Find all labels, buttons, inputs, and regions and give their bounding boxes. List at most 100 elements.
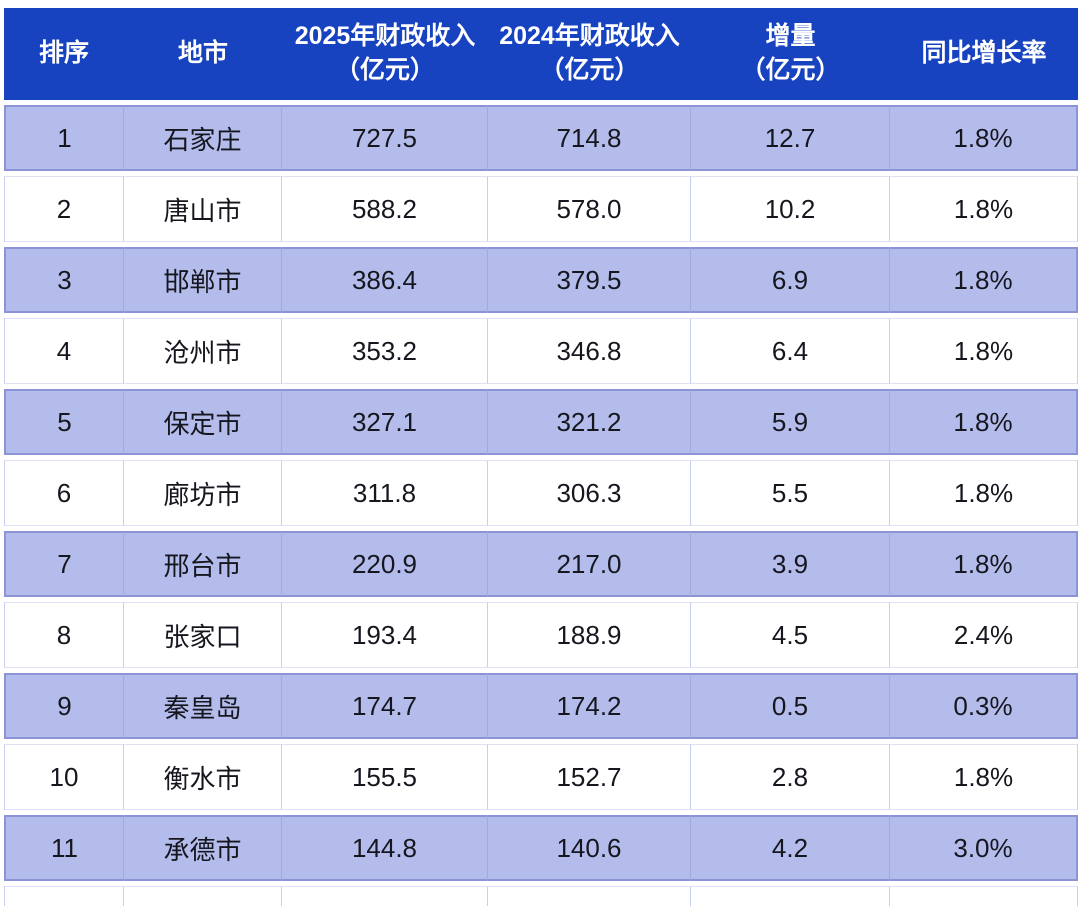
- table-cell: 321.2: [488, 389, 691, 455]
- table-cell: 9: [4, 673, 124, 739]
- table-cell: 沧州市: [124, 318, 282, 384]
- table-cell: [890, 886, 1078, 906]
- col-header-revenue-2024: 2024年财政收入 （亿元）: [488, 8, 691, 100]
- table-cell: 10: [4, 744, 124, 810]
- table-row: 3 邯郸市 386.4 379.5 6.9 1.8%: [4, 247, 1078, 313]
- table-cell: 578.0: [488, 176, 691, 242]
- col-header-yoy-growth: 同比增长率: [890, 8, 1078, 100]
- table-cell: 廊坊市: [124, 460, 282, 526]
- col-header-label: 地市: [177, 39, 228, 68]
- table-cell: 衡水市: [124, 744, 282, 810]
- table-cell: 唐山市: [124, 176, 282, 242]
- table-cell: [691, 886, 890, 906]
- table-cell: 5.9: [691, 389, 890, 455]
- table-row: 1 石家庄 727.5 714.8 12.7 1.8%: [4, 105, 1078, 171]
- table-cell: 1.8%: [890, 460, 1078, 526]
- table-cell: 承德市: [124, 815, 282, 881]
- table-cell: 174.7: [282, 673, 488, 739]
- table-cell: 353.2: [282, 318, 488, 384]
- col-header-sublabel: （亿元）: [740, 56, 841, 84]
- table-cell: 327.1: [282, 389, 488, 455]
- table-cell: 311.8: [282, 460, 488, 526]
- table-row: 9 秦皇岛 174.7 174.2 0.5 0.3%: [4, 673, 1078, 739]
- table-row: 10 衡水市 155.5 152.7 2.8 1.8%: [4, 744, 1078, 810]
- table-cell: 0.3%: [890, 673, 1078, 739]
- table-row: 11 承德市 144.8 140.6 4.2 3.0%: [4, 815, 1078, 881]
- table-cell: 727.5: [282, 105, 488, 171]
- table-cell: 1.8%: [890, 318, 1078, 384]
- table-cell: 140.6: [488, 815, 691, 881]
- table-row: 5 保定市 327.1 321.2 5.9 1.8%: [4, 389, 1078, 455]
- table-cell: 346.8: [488, 318, 691, 384]
- table-cell: 3.0%: [890, 815, 1078, 881]
- table-cell: 2.4%: [890, 602, 1078, 668]
- table-cell: 220.9: [282, 531, 488, 597]
- table-cell: 12.7: [691, 105, 890, 171]
- table-cell: 2: [4, 176, 124, 242]
- col-header-sublabel: （亿元）: [539, 56, 640, 84]
- table-cell: 155.5: [282, 744, 488, 810]
- col-header-label: 2025年财政收入: [294, 22, 476, 51]
- table-cell: 4.2: [691, 815, 890, 881]
- col-header-increment: 增量 （亿元）: [691, 8, 890, 100]
- table-cell: 张家口: [124, 602, 282, 668]
- table-cell: 8: [4, 602, 124, 668]
- table-cell: 144.8: [282, 815, 488, 881]
- table-cell: 邯郸市: [124, 247, 282, 313]
- table-cell: 邢台市: [124, 531, 282, 597]
- table-cell: 6.4: [691, 318, 890, 384]
- table-cell: 6.9: [691, 247, 890, 313]
- table-cell: 306.3: [488, 460, 691, 526]
- table-row: 6 廊坊市 311.8 306.3 5.5 1.8%: [4, 460, 1078, 526]
- table-cell: 588.2: [282, 176, 488, 242]
- table-cell: 保定市: [124, 389, 282, 455]
- col-header-label: 2024年财政收入: [499, 22, 680, 51]
- table-cell: [282, 886, 488, 906]
- table-cell: 1.8%: [890, 531, 1078, 597]
- table-cell: 石家庄: [124, 105, 282, 171]
- table-cell: 152.7: [488, 744, 691, 810]
- table-cell: 193.4: [282, 602, 488, 668]
- table-cell: [4, 886, 124, 906]
- table-header-row: 排序 地市 2025年财政收入 （亿元） 2024年财政收入 （亿元） 增量: [4, 8, 1078, 100]
- table-cell: 714.8: [488, 105, 691, 171]
- table-cell: 3: [4, 247, 124, 313]
- table-cell: 2.8: [691, 744, 890, 810]
- col-header-city: 地市: [124, 8, 282, 100]
- table-cell: 4: [4, 318, 124, 384]
- table-cell: 4.5: [691, 602, 890, 668]
- table-cell: 5.5: [691, 460, 890, 526]
- col-header-label: 增量: [765, 22, 816, 51]
- table-cell: 3.9: [691, 531, 890, 597]
- table-row: 2 唐山市 588.2 578.0 10.2 1.8%: [4, 176, 1078, 242]
- table-cell: 6: [4, 460, 124, 526]
- table-cell: [124, 886, 282, 906]
- table-cell: 5: [4, 389, 124, 455]
- table-cell: 1.8%: [890, 105, 1078, 171]
- table-cell: 0.5: [691, 673, 890, 739]
- table-cell: 379.5: [488, 247, 691, 313]
- col-header-revenue-2025: 2025年财政收入 （亿元）: [282, 8, 488, 100]
- table-cell: 386.4: [282, 247, 488, 313]
- table-cell: 7: [4, 531, 124, 597]
- table-row-partial: [4, 886, 1078, 906]
- table-row: 8 张家口 193.4 188.9 4.5 2.4%: [4, 602, 1078, 668]
- table-cell: [488, 886, 691, 906]
- table-cell: 1: [4, 105, 124, 171]
- table-cell: 1.8%: [890, 176, 1078, 242]
- table-cell: 10.2: [691, 176, 890, 242]
- table-header: 排序 地市 2025年财政收入 （亿元） 2024年财政收入 （亿元） 增量: [4, 8, 1078, 100]
- table-cell: 1.8%: [890, 389, 1078, 455]
- col-header-label: 同比增长率: [921, 39, 1047, 68]
- table-cell: 1.8%: [890, 744, 1078, 810]
- table-cell: 1.8%: [890, 247, 1078, 313]
- table-cell: 217.0: [488, 531, 691, 597]
- table-cell: 174.2: [488, 673, 691, 739]
- table-cell: 11: [4, 815, 124, 881]
- col-header-rank: 排序: [4, 8, 124, 100]
- fiscal-revenue-table: 排序 地市 2025年财政收入 （亿元） 2024年财政收入 （亿元） 增量: [4, 3, 1078, 906]
- col-header-sublabel: （亿元）: [334, 56, 435, 84]
- table-row: 4 沧州市 353.2 346.8 6.4 1.8%: [4, 318, 1078, 384]
- table-cell: 秦皇岛: [124, 673, 282, 739]
